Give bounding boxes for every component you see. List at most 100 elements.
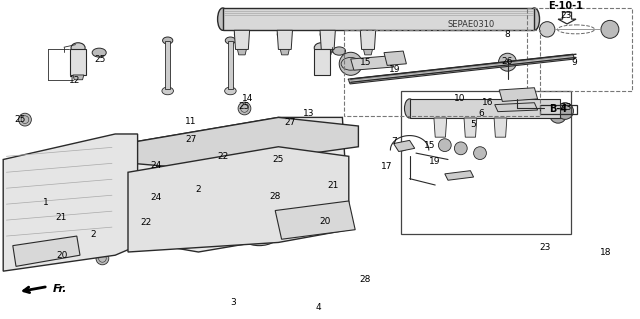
Text: 6: 6: [479, 109, 484, 118]
Polygon shape: [494, 118, 507, 137]
Polygon shape: [394, 140, 415, 152]
Text: 25: 25: [272, 155, 284, 164]
Polygon shape: [384, 51, 406, 65]
Circle shape: [474, 147, 486, 160]
Text: 28: 28: [359, 275, 371, 284]
Text: 21: 21: [56, 213, 67, 222]
Text: 4: 4: [316, 303, 321, 312]
Polygon shape: [70, 49, 86, 75]
Ellipse shape: [33, 201, 76, 219]
Text: 23: 23: [539, 243, 550, 252]
Polygon shape: [277, 30, 292, 49]
Text: 28: 28: [269, 192, 281, 201]
Text: 3: 3: [231, 298, 236, 307]
Circle shape: [601, 20, 619, 38]
Ellipse shape: [262, 148, 301, 177]
Text: 24: 24: [150, 193, 161, 202]
Ellipse shape: [225, 37, 236, 44]
Ellipse shape: [92, 48, 106, 57]
Polygon shape: [223, 8, 534, 30]
Polygon shape: [128, 147, 349, 252]
Ellipse shape: [404, 99, 415, 118]
Circle shape: [360, 31, 368, 38]
Ellipse shape: [496, 114, 505, 121]
Text: 11: 11: [185, 117, 196, 126]
Text: 20: 20: [56, 251, 68, 260]
Text: 27: 27: [186, 135, 197, 144]
Text: 7: 7: [391, 137, 396, 146]
Ellipse shape: [162, 87, 173, 95]
Text: 16: 16: [482, 98, 493, 107]
Text: SEPAE0310: SEPAE0310: [447, 20, 495, 29]
Ellipse shape: [529, 8, 540, 30]
Ellipse shape: [387, 53, 401, 63]
Text: 10: 10: [454, 94, 465, 103]
Bar: [344, 30, 540, 116]
Ellipse shape: [362, 25, 374, 34]
Polygon shape: [348, 54, 575, 84]
Text: 19: 19: [389, 65, 401, 74]
Circle shape: [238, 102, 251, 115]
Circle shape: [499, 53, 516, 71]
Polygon shape: [125, 117, 349, 252]
Text: 20: 20: [319, 217, 331, 226]
Ellipse shape: [239, 172, 280, 198]
Text: 13: 13: [303, 109, 315, 118]
Text: 2: 2: [196, 185, 201, 194]
Polygon shape: [314, 49, 330, 75]
Text: 9: 9: [572, 58, 577, 67]
Ellipse shape: [236, 132, 264, 145]
Ellipse shape: [225, 87, 236, 95]
Ellipse shape: [218, 151, 256, 181]
Ellipse shape: [322, 25, 333, 34]
Text: 25: 25: [95, 55, 106, 63]
Ellipse shape: [279, 25, 291, 34]
Ellipse shape: [39, 219, 83, 237]
Circle shape: [277, 31, 285, 38]
Text: 12: 12: [69, 76, 81, 85]
Ellipse shape: [26, 182, 70, 200]
Text: 2: 2: [90, 230, 95, 239]
Polygon shape: [410, 99, 560, 118]
Circle shape: [19, 113, 31, 126]
Text: 17: 17: [381, 162, 392, 171]
Circle shape: [550, 107, 566, 123]
Polygon shape: [73, 75, 84, 80]
Polygon shape: [3, 134, 138, 271]
Ellipse shape: [191, 137, 219, 150]
Polygon shape: [499, 88, 538, 101]
Ellipse shape: [71, 43, 85, 53]
Ellipse shape: [284, 167, 324, 193]
Text: 18: 18: [600, 248, 611, 256]
Circle shape: [96, 252, 109, 265]
Text: 8: 8: [505, 30, 510, 39]
Circle shape: [540, 22, 555, 37]
Text: 15: 15: [360, 58, 372, 67]
Polygon shape: [237, 49, 246, 55]
Circle shape: [320, 31, 328, 38]
Text: 21: 21: [328, 182, 339, 190]
Text: 22: 22: [217, 152, 228, 161]
Ellipse shape: [333, 47, 346, 55]
Text: 26: 26: [502, 57, 513, 66]
Circle shape: [95, 140, 108, 153]
Ellipse shape: [218, 8, 228, 30]
Text: 23: 23: [560, 103, 572, 112]
Text: 25: 25: [238, 102, 250, 111]
Ellipse shape: [239, 220, 280, 246]
Text: 27: 27: [284, 118, 296, 127]
Polygon shape: [13, 236, 80, 266]
Circle shape: [339, 52, 362, 75]
Ellipse shape: [163, 37, 173, 44]
Ellipse shape: [191, 178, 232, 204]
Polygon shape: [280, 49, 289, 55]
Circle shape: [271, 155, 284, 167]
Polygon shape: [360, 30, 376, 49]
Text: 23: 23: [560, 11, 572, 20]
Text: Fr.: Fr.: [52, 284, 67, 294]
Circle shape: [454, 142, 467, 155]
Polygon shape: [320, 30, 335, 49]
Text: B-4: B-4: [549, 104, 567, 115]
Text: 5: 5: [471, 120, 476, 129]
Text: 24: 24: [150, 161, 161, 170]
